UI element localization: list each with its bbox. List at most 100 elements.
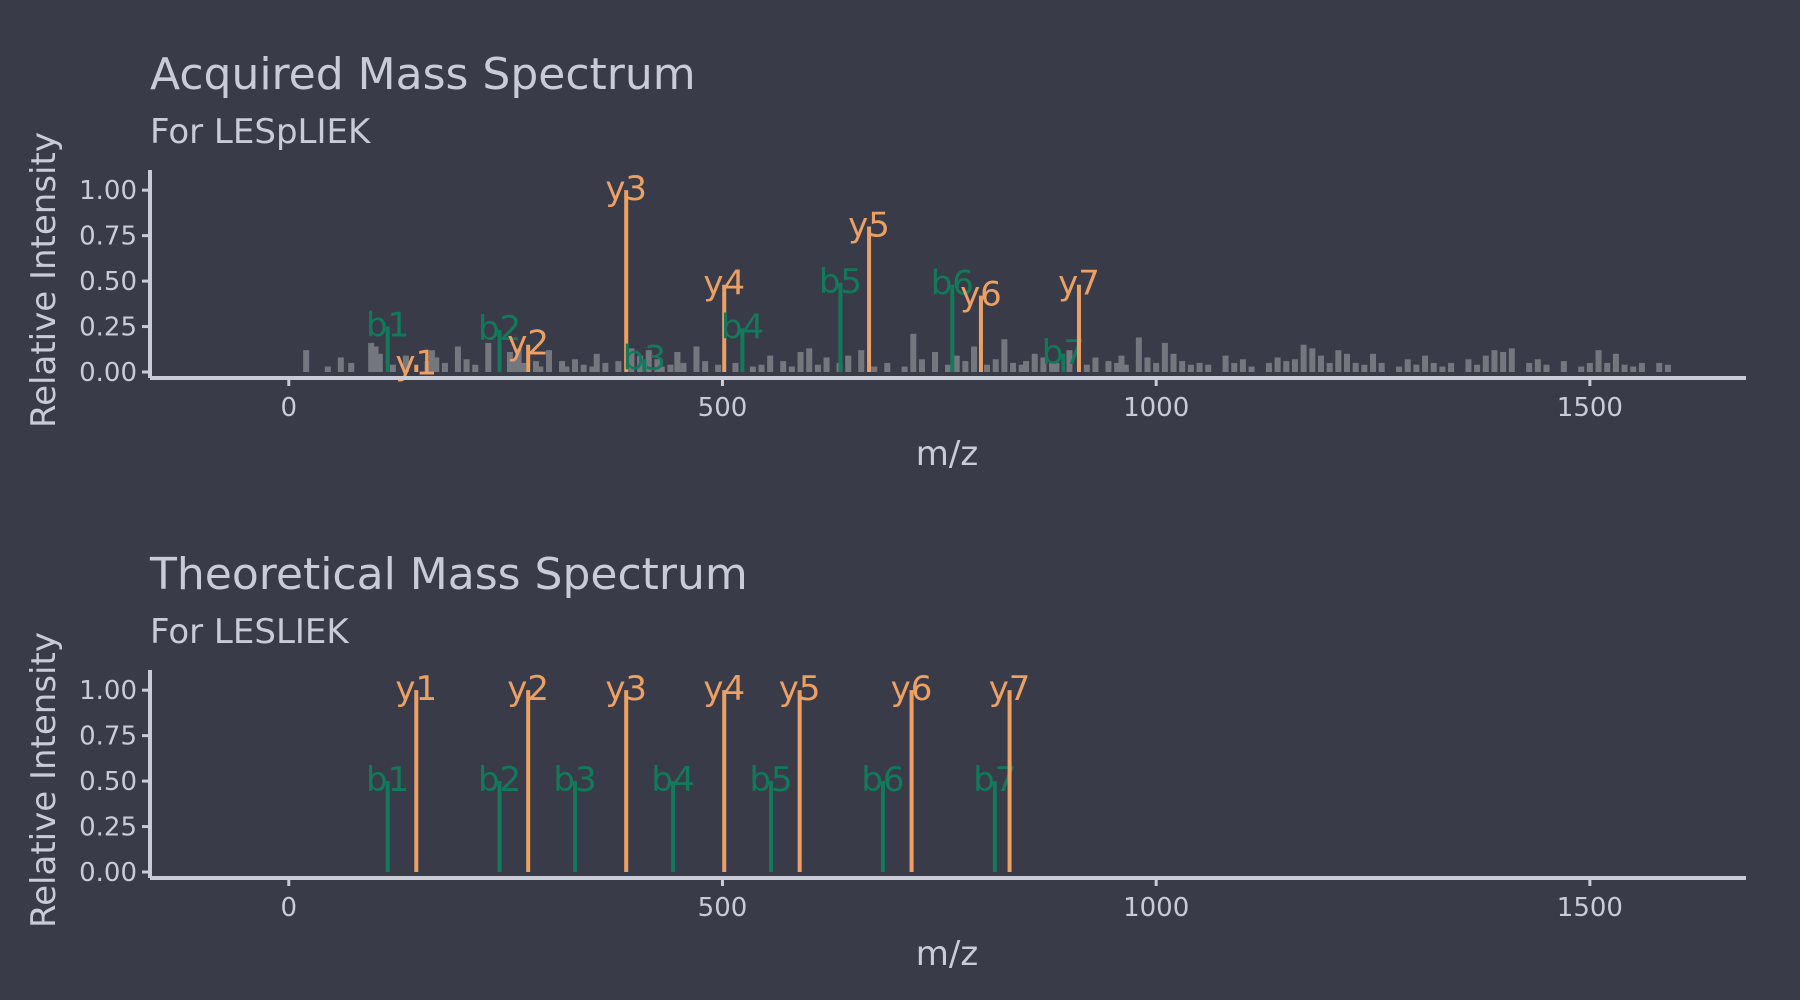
acquired-noise-peak [580, 364, 587, 372]
theoretical-peak-label-y3: y3 [605, 669, 647, 709]
theoretical-peak-label-y4: y4 [703, 669, 745, 709]
acquired-noise-peak [615, 361, 622, 372]
acquired-noise-peak [589, 366, 596, 372]
theoretical-peak-label-y5: y5 [779, 669, 821, 709]
acquired-noise-peak [1283, 361, 1290, 372]
acquired-noise-peak [637, 355, 644, 372]
acquired-noise-peak [324, 366, 331, 372]
acquired-noise-peak [1656, 362, 1663, 372]
theoretical-peak-label-y7: y7 [989, 669, 1031, 709]
acquired-noise-peak [1265, 362, 1272, 372]
acquired-spectrum-panel: Acquired Mass Spectrum For LESpLIEK b1y1… [24, 49, 1746, 474]
acquired-y-tick-label: 0.50 [79, 267, 137, 297]
acquired-noise-peak [1196, 362, 1203, 372]
acquired-noise-peak [1114, 362, 1121, 372]
theoretical-peak-label-b3: b3 [553, 760, 596, 800]
acquired-peak-label-y5: y5 [848, 206, 890, 246]
acquired-noise-peak [1317, 355, 1324, 372]
acquired-noise-peak [1105, 361, 1112, 372]
acquired-noise-peak [962, 361, 969, 372]
acquired-noise-peak [1439, 366, 1446, 372]
acquired-noise-peak [1664, 364, 1671, 372]
acquired-noise-peak [1422, 355, 1429, 372]
acquired-noise-peak [1274, 357, 1281, 372]
acquired-noise-peak [559, 361, 566, 372]
acquired-noise-peak [1118, 355, 1125, 372]
acquired-noise-peak [1040, 357, 1047, 372]
acquired-peak-label-y4: y4 [703, 264, 745, 304]
acquired-peak-label-b2: b2 [478, 309, 521, 349]
acquired-y-tick-label: 0.25 [79, 313, 137, 343]
acquired-noise-peak [485, 342, 492, 372]
acquired-noise-peak [858, 350, 865, 372]
acquired-peak-label-y6: y6 [960, 275, 1002, 315]
acquired-noise-peak [945, 364, 951, 372]
acquired-noise-peak [1326, 362, 1333, 372]
acquired-peak-label-y7: y7 [1058, 264, 1100, 304]
theoretical-peak-label-y6: y6 [891, 669, 933, 709]
acquired-noise-peak [1430, 362, 1437, 372]
acquired-noise-peak [715, 364, 722, 372]
acquired-y-tick-label: 1.00 [79, 176, 137, 206]
acquired-noise-peak [1560, 361, 1567, 372]
acquired-x-tick-label: 1000 [1123, 393, 1189, 423]
acquired-noise-peak [1491, 350, 1498, 372]
theoretical-y-tick-label: 1.00 [79, 676, 137, 706]
acquired-noise-peak [1083, 364, 1090, 372]
theoretical-y-tick-label: 0.25 [79, 813, 137, 843]
acquired-noise-peak [1291, 359, 1298, 372]
acquired-noise-peak [654, 359, 661, 372]
acquired-noise-peak [463, 359, 470, 372]
theoretical-x-tick-label: 0 [281, 893, 298, 923]
theoretical-peak-label-b1: b1 [366, 760, 409, 800]
acquired-noise-peak [1448, 362, 1455, 372]
acquired-noise-peak [593, 353, 600, 372]
acquired-y-tick-label: 0.00 [79, 358, 137, 388]
theoretical-peak-label-b4: b4 [651, 760, 694, 800]
acquired-noise-peak [511, 359, 518, 372]
acquired-noise-peak [1335, 350, 1342, 372]
acquired-noise-peak [1053, 362, 1060, 372]
acquired-noise-peak [749, 366, 756, 372]
acquired-noise-peak [1018, 364, 1025, 372]
acquired-noise-peak [454, 346, 461, 372]
theoretical-peak-label-b5: b5 [749, 760, 792, 800]
acquired-noise-peak [971, 346, 978, 372]
acquired-noise-peak [376, 353, 383, 372]
acquired-noise-peak [767, 355, 774, 372]
acquired-noise-peak [1231, 362, 1238, 372]
acquired-noise-peak [823, 357, 830, 372]
acquired-noise-peak [1396, 366, 1403, 372]
acquired-x-tick-label: 0 [281, 393, 298, 423]
acquired-noise-peak [1248, 366, 1255, 372]
acquired-noise-peak [1621, 364, 1628, 372]
acquired-noise-peak [1500, 352, 1507, 372]
acquired-noise-peak [1135, 337, 1142, 372]
acquired-peak-label-b3: b3 [623, 338, 666, 378]
acquired-noise-peak [1153, 362, 1160, 372]
acquired-noise-peak [1413, 364, 1420, 372]
acquired-noise-peak [532, 361, 539, 372]
acquired-peak-label-b5: b5 [819, 262, 862, 302]
theoretical-y-tick-label: 0.00 [79, 858, 137, 888]
acquired-noise-peak [337, 357, 344, 372]
acquired-noise-peak [758, 364, 765, 372]
acquired-noise-peak [1205, 364, 1212, 372]
acquired-noise-peak [546, 350, 552, 372]
acquired-noise-peak [797, 352, 804, 372]
acquired-noise-peak [1344, 353, 1350, 372]
acquired-noise-peak [1144, 357, 1151, 372]
acquired-noise-peak [1638, 362, 1645, 372]
theoretical-x-tick-label: 1500 [1557, 893, 1623, 923]
acquired-noise-peak [1352, 362, 1359, 372]
acquired-noise-peak [910, 333, 917, 372]
acquired-noise-peak [348, 362, 355, 372]
acquired-noise-peak [1049, 362, 1056, 372]
acquired-noise-peak [368, 342, 375, 372]
acquired-noise-peak [537, 366, 544, 372]
acquired-noise-peak [628, 348, 635, 372]
acquired-peak-label-b6: b6 [931, 264, 974, 304]
acquired-noise-peak [871, 366, 878, 372]
acquired-noise-peak [806, 348, 813, 372]
